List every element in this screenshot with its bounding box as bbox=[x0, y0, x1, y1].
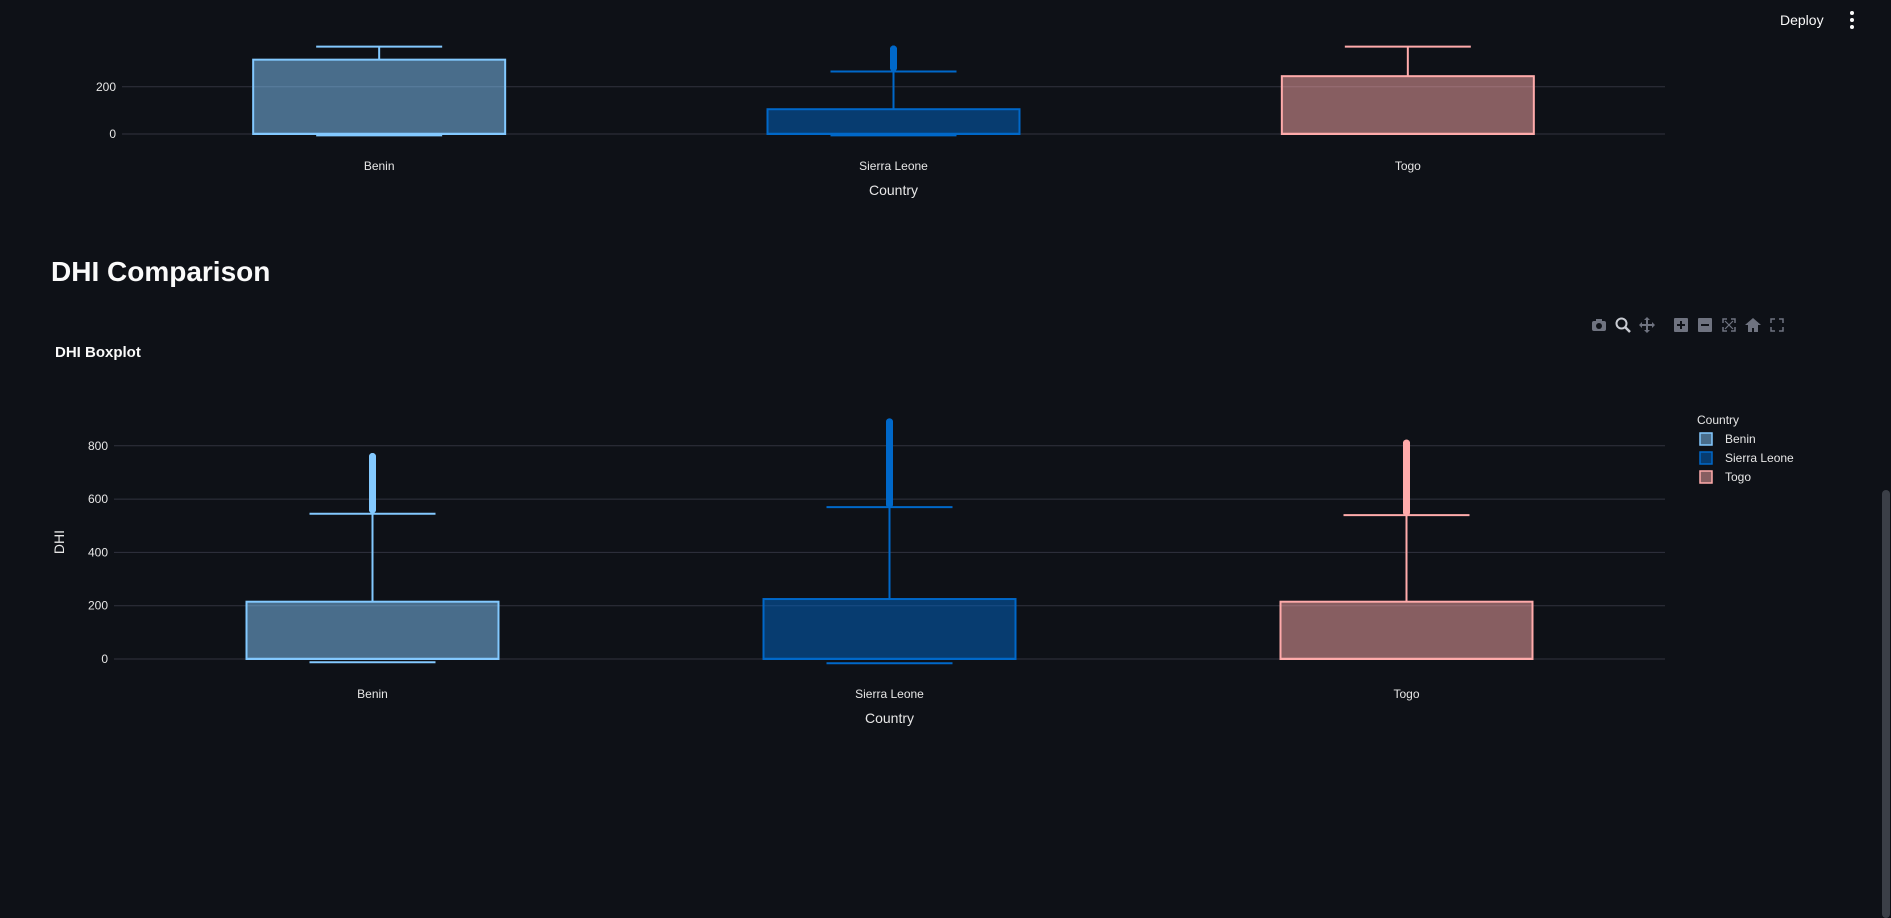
legend-item-label: Benin bbox=[1725, 432, 1756, 446]
box-togo bbox=[1280, 75, 1535, 135]
legend-item-label: Sierra Leone bbox=[1725, 451, 1794, 465]
boxes bbox=[245, 418, 1534, 665]
zoom-in-icon[interactable] bbox=[1670, 316, 1692, 334]
x-axis-title: Country bbox=[865, 710, 914, 726]
chart-2: 0 200 400 600 800 Benin Sierra Leone Togo Countr… bbox=[51, 344, 1794, 726]
y-tick-label: 0 bbox=[109, 127, 116, 141]
y-tick-label: 200 bbox=[96, 80, 116, 94]
box-benin bbox=[245, 600, 500, 661]
legend-title: Country bbox=[1697, 413, 1739, 427]
autoscale-icon[interactable] bbox=[1718, 316, 1740, 334]
vertical-dots-icon[interactable] bbox=[1840, 8, 1864, 32]
legend-swatch bbox=[1699, 470, 1713, 484]
box-benin bbox=[252, 58, 507, 135]
fullscreen-icon[interactable] bbox=[1766, 316, 1788, 334]
boxes bbox=[252, 45, 1535, 137]
chart-1: 0 200 Benin Sierra Leone Togo Country bbox=[96, 45, 1665, 198]
reset-axes-icon[interactable] bbox=[1742, 316, 1764, 334]
y-tick-label: 800 bbox=[88, 439, 108, 453]
x-tick-label: Benin bbox=[364, 159, 395, 173]
y-tick-label: 0 bbox=[101, 652, 108, 666]
legend-swatch bbox=[1699, 432, 1713, 446]
x-tick-label: Sierra Leone bbox=[855, 687, 924, 701]
x-tick-label: Benin bbox=[357, 687, 388, 701]
y-axis-title: DHI bbox=[51, 530, 67, 554]
zoom-out-icon[interactable] bbox=[1694, 316, 1716, 334]
page-scrollbar[interactable] bbox=[1882, 490, 1890, 918]
legend-item-label: Togo bbox=[1725, 470, 1751, 484]
box-togo bbox=[1279, 600, 1534, 661]
y-tick-label: 400 bbox=[88, 545, 108, 559]
x-tick-label: Togo bbox=[1393, 687, 1419, 701]
app-header: Deploy bbox=[0, 0, 1891, 40]
legend-swatch bbox=[1699, 451, 1713, 465]
x-axis-title: Country bbox=[869, 182, 918, 198]
deploy-button[interactable]: Deploy bbox=[1772, 9, 1832, 31]
section-heading-dhi: DHI Comparison bbox=[51, 256, 271, 287]
zoom-icon[interactable] bbox=[1612, 316, 1634, 334]
pan-icon[interactable] bbox=[1636, 316, 1658, 334]
x-tick-label: Togo bbox=[1395, 159, 1421, 173]
chart-title: DHI Boxplot bbox=[55, 344, 141, 361]
box-sierra-leone bbox=[766, 108, 1021, 136]
box-sierra-leone bbox=[762, 598, 1017, 661]
y-tick-label: 200 bbox=[88, 599, 108, 613]
x-tick-label: Sierra Leone bbox=[859, 159, 928, 173]
y-tick-label: 600 bbox=[88, 492, 108, 506]
chart-modebar bbox=[1588, 316, 1788, 334]
camera-icon[interactable] bbox=[1588, 316, 1610, 334]
